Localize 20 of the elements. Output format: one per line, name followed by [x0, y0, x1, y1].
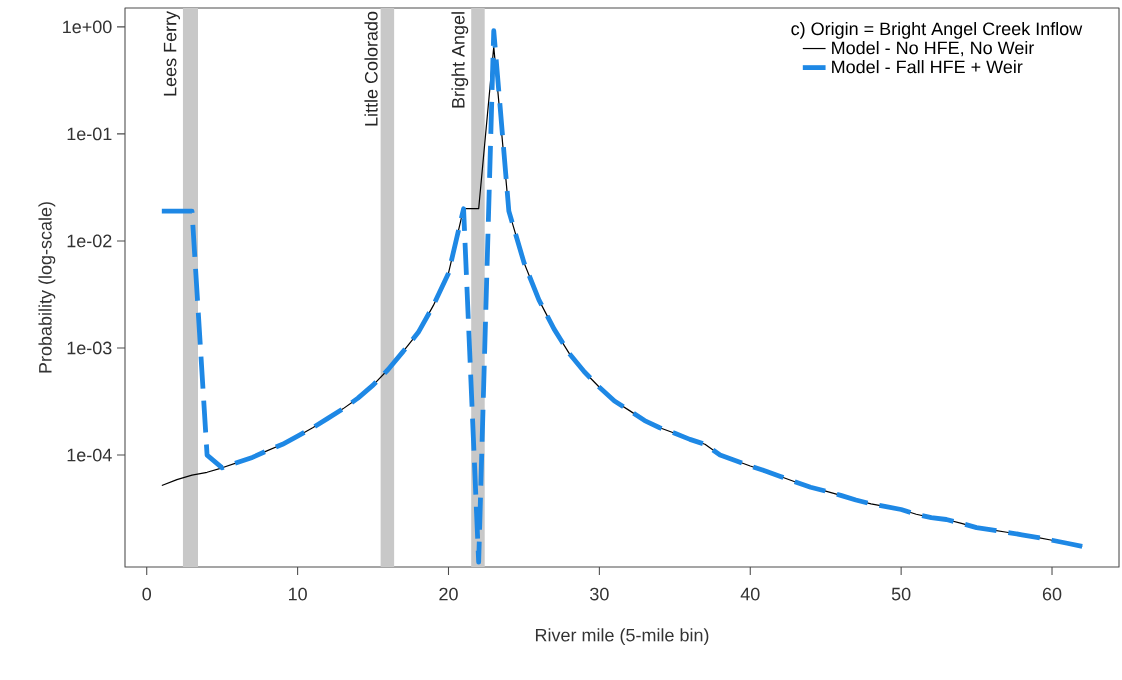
x-tick-label: 30 [590, 587, 609, 601]
y-axis-title: Probability (log-scale) [38, 202, 56, 373]
y-tick-label: 1e-04 [67, 448, 112, 462]
x-tick-label: 40 [740, 587, 760, 601]
band-label: Bright Angel [451, 12, 469, 108]
x-tick-label: 20 [439, 587, 458, 601]
legend-label: Model - Fall HFE + Weir [832, 60, 1023, 74]
legend-label: Model - No HFE, No Weir [832, 41, 1035, 57]
x-tick-label: 60 [1042, 587, 1062, 601]
legend-title: c) Origin = Bright Angel Creek Inflow [791, 21, 1083, 39]
x-axis-title: River mile (5-mile bin) [535, 628, 709, 646]
band-label: Lees Ferry [163, 10, 181, 96]
x-tick-label: 10 [288, 587, 307, 601]
y-tick-label: 1e-01 [67, 127, 112, 141]
x-tick-label: 0 [142, 587, 152, 601]
y-tick-label: 1e-03 [67, 341, 112, 355]
band-label: Little Colorado [364, 11, 378, 126]
y-tick-label: 1e-02 [67, 234, 112, 248]
x-tick-label: 50 [891, 587, 911, 601]
y-tick-label: 1e+00 [63, 20, 112, 34]
